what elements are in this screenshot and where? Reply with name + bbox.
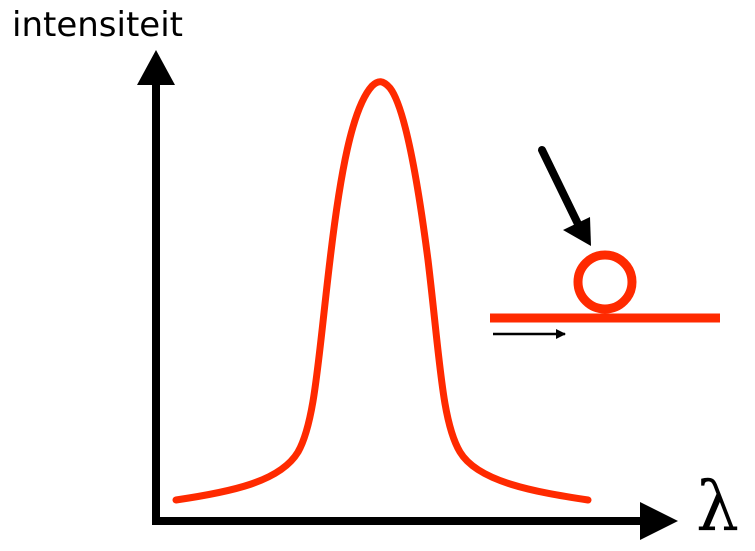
- y-axis: [137, 50, 175, 522]
- y-axis-label: intensiteit: [12, 5, 183, 45]
- ring-icon: [573, 250, 637, 314]
- input-arrowhead-icon: [563, 217, 591, 246]
- x-axis: [152, 502, 678, 540]
- y-axis-arrow-icon: [137, 50, 175, 85]
- ring-resonator-icon: [490, 146, 720, 339]
- input-arrow-icon: [538, 146, 582, 228]
- x-axis-label: λ: [696, 468, 740, 547]
- resonance-curve: [172, 78, 592, 504]
- x-axis-arrow-icon: [640, 502, 678, 540]
